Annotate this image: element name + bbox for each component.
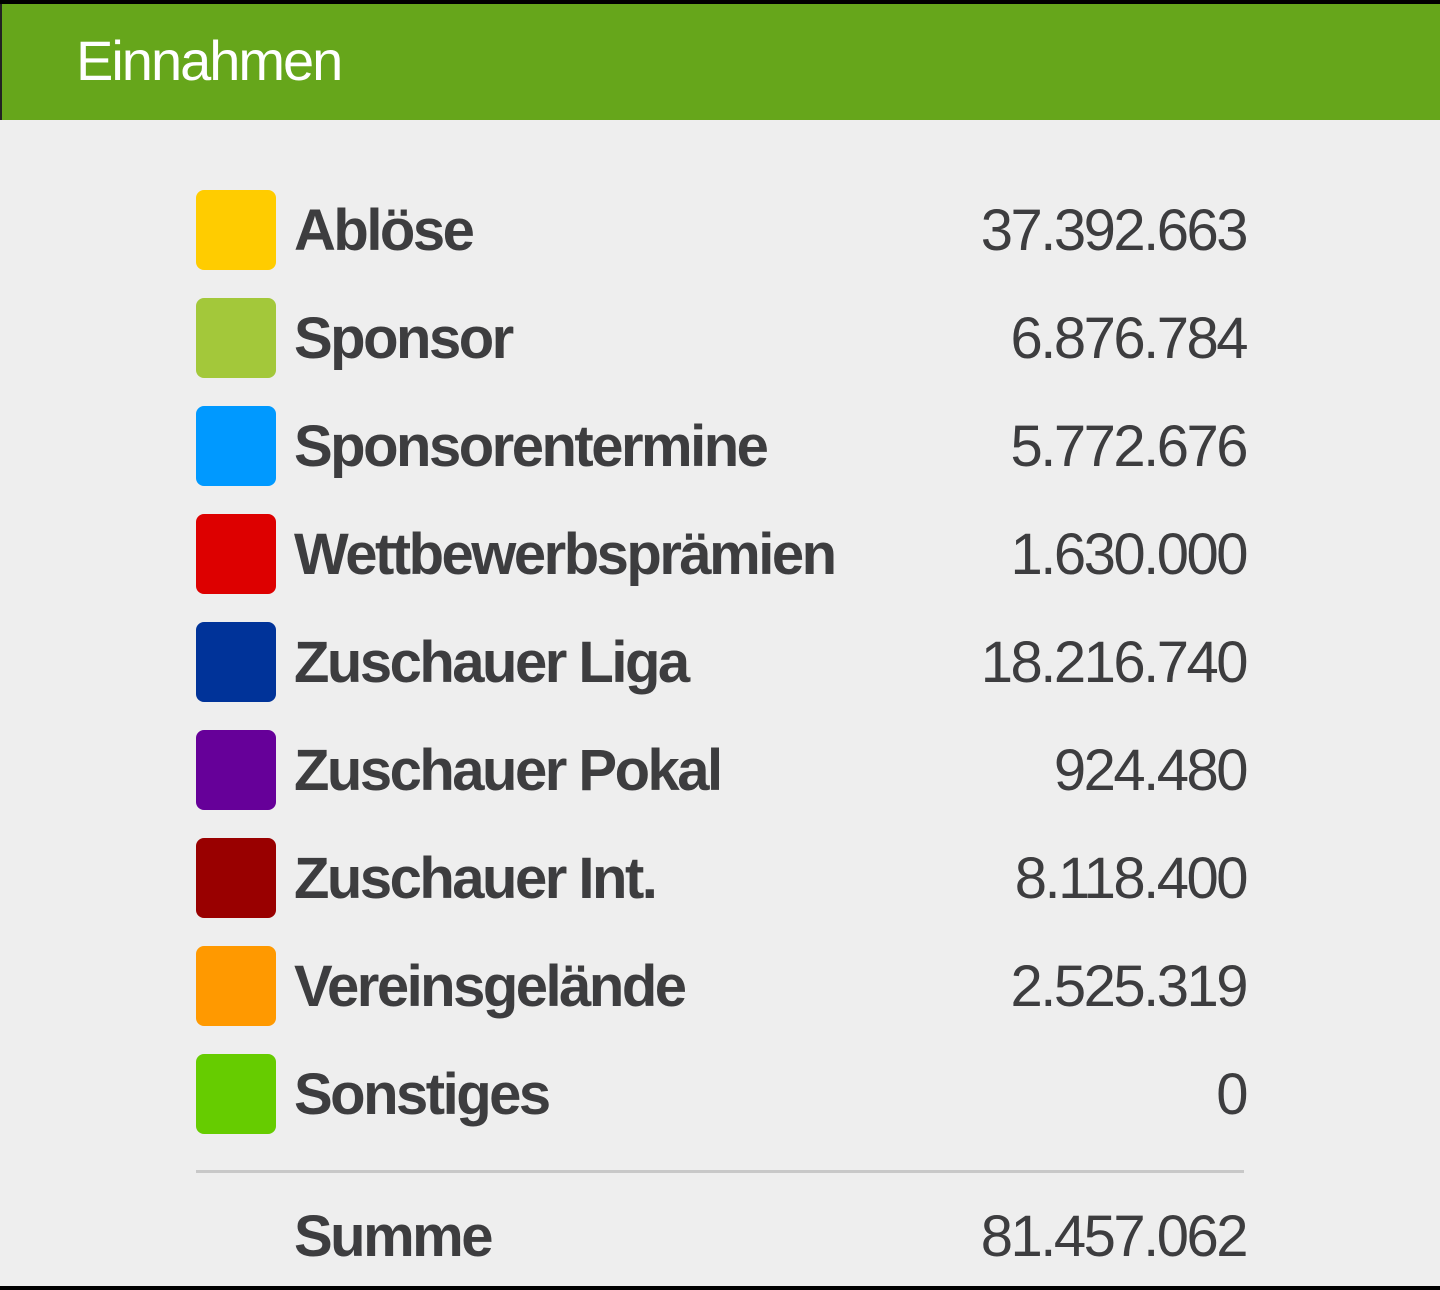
row-label: Zuschauer Liga <box>294 629 690 695</box>
color-swatch <box>196 1054 276 1134</box>
income-row-vereinsgelaende: Vereinsgelände 2.525.319 <box>196 932 1248 1040</box>
income-row-zuschauer-liga: Zuschauer Liga 18.216.740 <box>196 608 1249 716</box>
income-list: Ablöse 37.392.663 Sponsor 6.876.784 Spon… <box>196 176 1249 1286</box>
color-swatch <box>196 406 276 486</box>
row-label: Sponsorentermine <box>294 413 769 479</box>
row-label: Zuschauer Int. <box>294 845 658 911</box>
income-row-sonstiges: Sonstiges 0 <box>196 1040 1248 1148</box>
income-row-sponsorentermine: Sponsorentermine 5.772.676 <box>196 392 1248 500</box>
color-swatch <box>196 190 276 270</box>
row-value: 8.118.400 <box>1014 845 1249 911</box>
row-value: 5.772.676 <box>1010 413 1248 479</box>
color-swatch <box>196 298 276 378</box>
income-panel: Einnahmen Ablöse 37.392.663 Sponsor 6.87… <box>0 4 1440 1286</box>
color-swatch <box>196 838 276 918</box>
row-label: Sponsor <box>294 305 514 371</box>
row-label: Zuschauer Pokal <box>294 737 723 803</box>
color-swatch <box>196 946 276 1026</box>
color-swatch <box>196 730 276 810</box>
panel-header: Einnahmen <box>0 4 1440 120</box>
row-value: 924.480 <box>1053 737 1249 803</box>
income-row-abloese: Ablöse 37.392.663 <box>196 176 1249 284</box>
row-label: Wettbewerbsprämien <box>294 521 837 587</box>
total-value: 81.457.062 <box>980 1203 1249 1269</box>
color-swatch <box>196 514 276 594</box>
row-label: Ablöse <box>294 197 475 263</box>
panel-title: Einnahmen <box>76 28 343 92</box>
income-row-zuschauer-pokal: Zuschauer Pokal 924.480 <box>196 716 1249 824</box>
row-value: 1.630.000 <box>1010 521 1248 587</box>
income-row-wettbewerbspraemien: Wettbewerbsprämien 1.630.000 <box>196 500 1248 608</box>
row-value: 0 <box>1216 1061 1248 1127</box>
row-value: 37.392.663 <box>980 197 1249 263</box>
color-swatch <box>196 622 276 702</box>
total-label: Summe <box>294 1203 494 1269</box>
income-row-sponsor: Sponsor 6.876.784 <box>196 284 1248 392</box>
row-value: 18.216.740 <box>980 629 1249 695</box>
total-row: Summe 81.457.062 <box>196 1173 1249 1286</box>
total-divider <box>196 1170 1244 1173</box>
row-label: Vereinsgelände <box>294 953 687 1019</box>
row-value: 6.876.784 <box>1010 305 1248 371</box>
income-row-zuschauer-int: Zuschauer Int. 8.118.400 <box>196 824 1249 932</box>
row-label: Sonstiges <box>294 1061 551 1127</box>
row-value: 2.525.319 <box>1010 953 1248 1019</box>
